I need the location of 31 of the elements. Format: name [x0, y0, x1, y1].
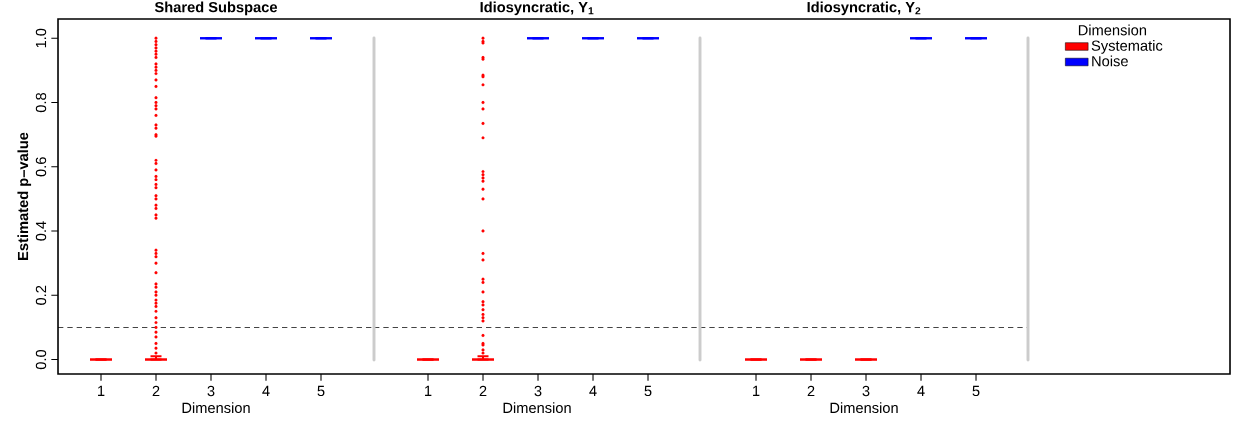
x-tick-label: 1	[98, 385, 105, 396]
legend-label: Systematic	[1091, 40, 1163, 54]
x-tick-label: 2	[152, 385, 160, 397]
x-tick-label: 4	[262, 385, 270, 396]
y-tick-label: 0.8	[35, 92, 47, 113]
chart-title: Shared Subspace	[154, 1, 278, 16]
chart-title: Idiosyncratic, Y$_{1}$	[480, 1, 594, 16]
x-axis-title: Dimension	[503, 402, 571, 414]
x-tick-label: 5	[317, 385, 325, 397]
y-tick-label: 1.0	[35, 28, 47, 48]
x-tick-label: 3	[862, 385, 870, 397]
x-axis-title: Dimension	[182, 402, 250, 414]
x-tick-label: 2	[807, 385, 815, 397]
x-tick-label: 4	[917, 385, 925, 396]
x-tick-label: 4	[589, 385, 597, 396]
y-tick-label: 0.2	[35, 285, 47, 305]
x-tick-label: 3	[534, 385, 542, 397]
legend-label: Noise	[1092, 55, 1128, 67]
x-tick-label: 1	[425, 385, 432, 396]
y-tick-label: 0.0	[35, 349, 47, 370]
x-tick-label: 5	[644, 385, 652, 397]
y-tick-label: 0.6	[35, 157, 47, 177]
y-axis-title: Estimated p–value	[17, 132, 32, 260]
x-tick-label: 5	[972, 385, 980, 397]
legend-title: Dimension	[1078, 24, 1147, 36]
y-tick-label: 0.4	[35, 221, 47, 241]
chart-title: Idiosyncratic, Y$_{2}$	[807, 1, 921, 16]
x-tick-label: 2	[479, 385, 487, 397]
x-axis-title: Dimension	[830, 402, 898, 414]
x-tick-label: 1	[753, 385, 760, 396]
x-tick-label: 3	[207, 385, 215, 397]
